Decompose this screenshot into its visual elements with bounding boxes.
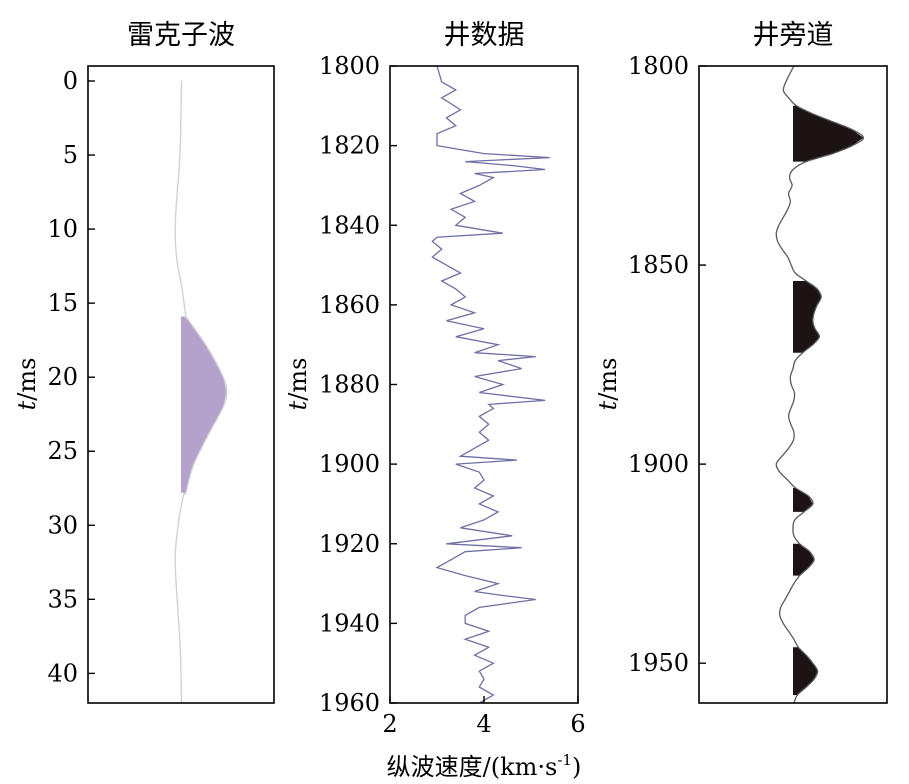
- ricker-y-axis: 0 5 10 15 20 25 30 35 40: [47, 67, 95, 687]
- ricker-wiggle-line: [174, 80, 228, 704]
- ricker-y-tick-label: 40: [47, 659, 78, 687]
- trace-y-axis-label: t/ms: [594, 358, 622, 411]
- trace-y-tick-label: 1850: [628, 251, 689, 279]
- well-y-axis-label: t/ms: [284, 358, 312, 411]
- panel-title-ricker: 雷克子波: [127, 20, 235, 51]
- well-velocity-line: [431, 65, 550, 704]
- well-plot-frame: [389, 65, 579, 704]
- well-x-axis: 2 4 6: [382, 696, 586, 738]
- ricker-y-tick-label: 20: [47, 363, 78, 391]
- well-side-trace-panel: 井旁道 1800 1850 1900 1950 t/ms: [594, 20, 888, 704]
- well-y-tick-label: 1940: [319, 609, 380, 637]
- trace-series-layer: [775, 65, 865, 704]
- trace-plot-frame: [698, 65, 888, 704]
- well-data-panel: 井数据 1800 1820 1840 1860 1880 1900 1920 1940 1960…: [284, 20, 586, 781]
- ricker-positive-fill: [181, 316, 227, 493]
- trace-y-tick-label: 1800: [628, 52, 689, 80]
- ricker-wavelet-panel: 雷克子波 0 5 10 15 20 25 30 35 40 t/ms: [13, 20, 275, 704]
- well-y-tick-label: 1880: [319, 371, 380, 399]
- trace-y-tick-label: 1950: [628, 649, 689, 677]
- ricker-y-tick-label: 30: [47, 511, 78, 539]
- trace-positive-fill: [793, 488, 813, 512]
- well-series-layer: [431, 65, 550, 704]
- well-x-tick-label: 2: [382, 710, 397, 738]
- trace-positive-fill: [793, 105, 864, 162]
- well-y-axis: 1800 1820 1840 1860 1880 1900 1920 1940 1960: [319, 52, 397, 717]
- well-x-axis-label: 纵波速度/(km·s-1): [387, 751, 582, 781]
- trace-positive-fill: [793, 647, 818, 695]
- well-y-tick-label: 1840: [319, 211, 380, 239]
- ricker-y-axis-label: t/ms: [13, 358, 41, 411]
- well-y-tick-label: 1820: [319, 132, 380, 160]
- ricker-y-tick-label: 10: [47, 215, 78, 243]
- trace-y-tick-label: 1900: [628, 450, 689, 478]
- trace-wiggle-line: [775, 65, 865, 704]
- ricker-plot-frame: [87, 65, 275, 704]
- ricker-y-tick-label: 0: [63, 67, 78, 95]
- well-x-tick-label: 4: [476, 710, 491, 738]
- well-y-tick-label: 1900: [319, 450, 380, 478]
- trace-y-axis: 1800 1850 1900 1950: [628, 52, 706, 677]
- ricker-y-tick-label: 35: [47, 585, 78, 613]
- panel-title-well-side-trace: 井旁道: [753, 20, 834, 51]
- well-y-tick-label: 1960: [319, 689, 380, 717]
- well-x-tick-label: 6: [570, 710, 585, 738]
- ricker-y-tick-label: 5: [63, 141, 78, 169]
- well-y-tick-label: 1800: [319, 52, 380, 80]
- panel-title-well-data: 井数据: [444, 20, 525, 51]
- ricker-y-tick-label: 25: [47, 437, 78, 465]
- well-y-tick-label: 1920: [319, 530, 380, 558]
- ricker-y-tick-label: 15: [47, 289, 78, 317]
- trace-positive-fill: [793, 281, 822, 353]
- ricker-series-layer: [174, 80, 228, 704]
- well-y-tick-label: 1860: [319, 291, 380, 319]
- trace-positive-fill: [793, 543, 815, 576]
